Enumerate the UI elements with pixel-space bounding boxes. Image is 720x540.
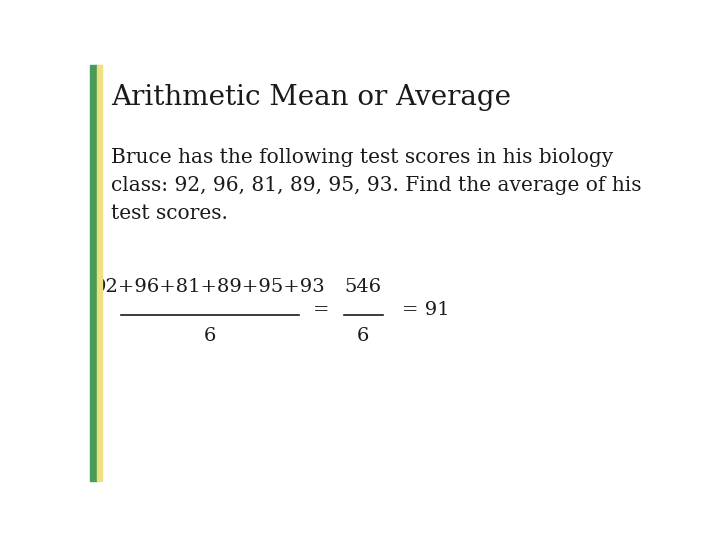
Text: 6: 6	[204, 327, 216, 345]
Text: 6: 6	[357, 327, 369, 345]
Text: 92+96+81+89+95+93: 92+96+81+89+95+93	[94, 278, 326, 295]
Text: 546: 546	[345, 278, 382, 295]
Bar	[96, 65, 102, 481]
Text: =: =	[313, 301, 330, 319]
Text: Arithmetic Mean or Average: Arithmetic Mean or Average	[111, 84, 511, 111]
Text: Bruce has the following test scores in his biology
class: 92, 96, 81, 89, 95, 93: Bruce has the following test scores in h…	[111, 148, 642, 223]
Bar	[90, 65, 96, 481]
Text: = 91: = 91	[402, 301, 450, 319]
